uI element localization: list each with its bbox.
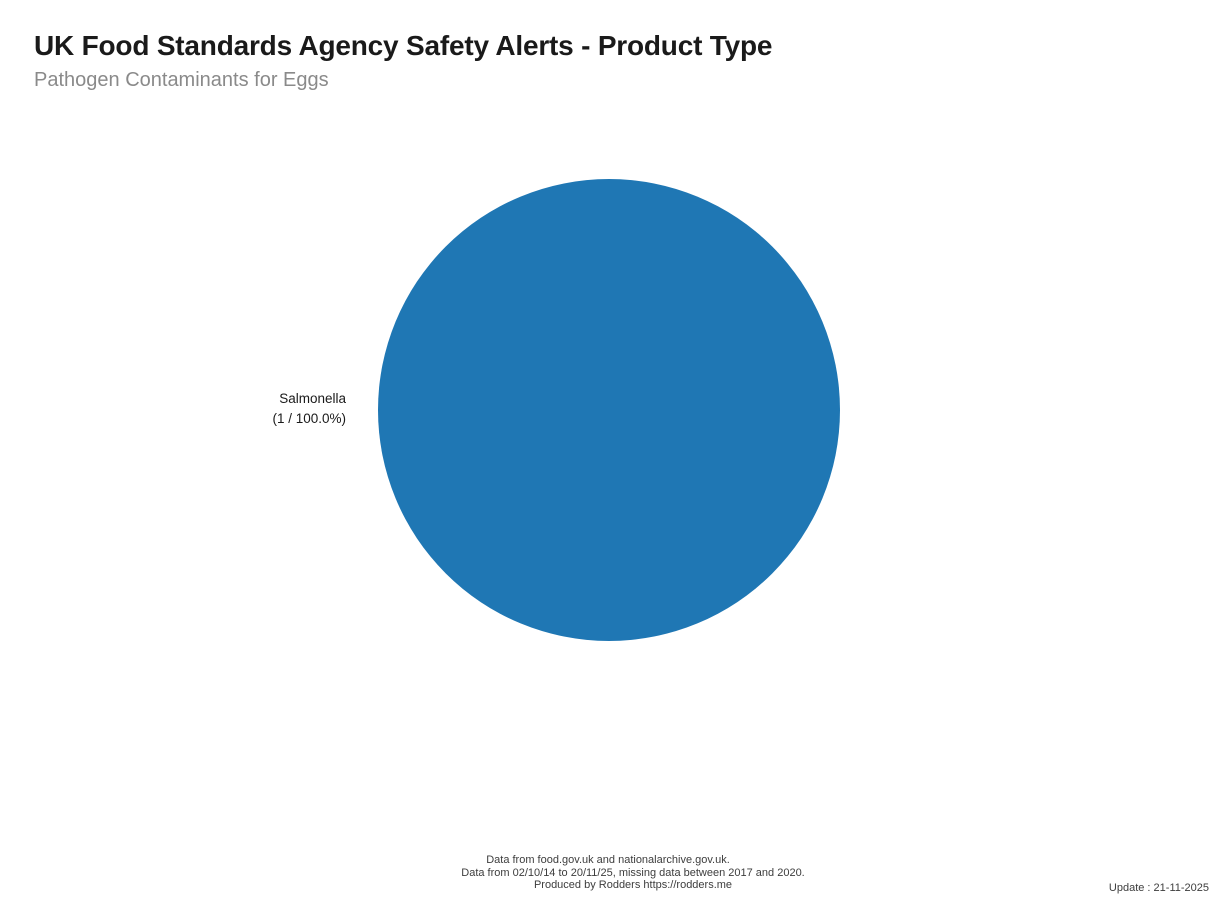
pie-slice-salmonella xyxy=(378,179,840,641)
footer-credit-line: Produced by Rodders https://rodders.me xyxy=(533,879,733,891)
footer-daterange-line: Data from 02/10/14 to 20/11/25, missing … xyxy=(461,866,805,879)
pie-slice-label-value: (1 / 100.0%) xyxy=(272,410,346,426)
pie-chart xyxy=(378,179,840,641)
footer-source-line: Data from food.gov.uk and nationalarchiv… xyxy=(486,854,730,866)
update-date: Update : 21-11-2025 xyxy=(1108,882,1209,894)
chart-subtitle: Pathogen Contaminants for Eggs xyxy=(34,69,329,91)
pie-slice-label-name: Salmonella xyxy=(279,391,346,406)
pie-slice-label: Salmonella (1 / 100.0%) xyxy=(272,389,346,428)
chart-title: UK Food Standards Agency Safety Alerts -… xyxy=(34,30,773,61)
